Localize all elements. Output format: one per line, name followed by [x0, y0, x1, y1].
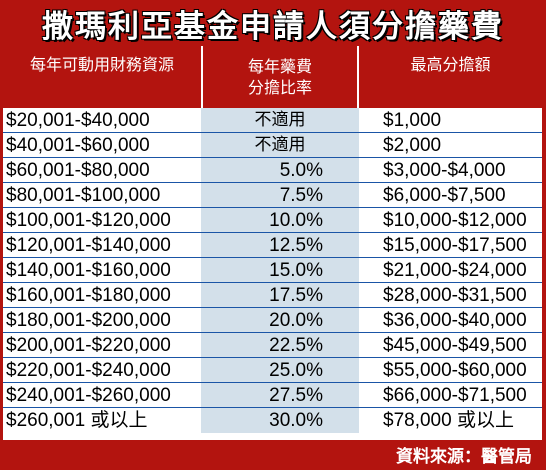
cell-max-contribution: $66,000-$71,500 [383, 385, 527, 406]
table-row: $20,001-$40,000 不適用 $1,000 [3, 108, 542, 133]
cell-max-contribution: $78,000 或以上 [383, 410, 514, 431]
cell-max-contribution: $21,000-$24,000 [383, 260, 527, 281]
table-row: $40,001-$60,000 不適用 $2,000 [3, 133, 542, 158]
cell-max-contribution: $55,000-$60,000 [383, 360, 527, 381]
cell-share-ratio: 30.0% [201, 408, 359, 433]
cell-financial-range: $100,001-$120,000 [6, 210, 171, 231]
table-row: $80,001-$100,000 7.5% $6,000-$7,500 [3, 183, 542, 208]
cell-max-contribution: $36,000-$40,000 [383, 310, 527, 331]
cell-financial-range: $180,001-$200,000 [6, 310, 171, 331]
cell-share-ratio: 15.0% [201, 258, 359, 282]
table-row: $240,001-$260,000 27.5% $66,000-$71,500 [3, 383, 542, 408]
cell-financial-range: $60,001-$80,000 [6, 160, 150, 181]
cell-share-ratio: 5.0% [201, 158, 359, 182]
header-financial-resources: 每年可動用財務資源 [29, 55, 174, 74]
cell-max-contribution: $2,000 [383, 135, 442, 156]
infographic-title: 撒瑪利亞基金申請人須分擔藥費 [42, 8, 504, 45]
cell-share-ratio: 22.5% [201, 333, 359, 357]
cell-financial-range: $160,001-$180,000 [6, 285, 171, 306]
header-share-ratio-line2: 分擔比率 [247, 78, 312, 97]
cell-max-contribution: $28,000-$31,500 [383, 285, 527, 306]
cell-max-contribution: $10,000-$12,000 [383, 210, 527, 231]
cell-financial-range: $220,001-$240,000 [6, 360, 171, 381]
cell-max-contribution: $15,000-$17,500 [383, 235, 527, 256]
table-row: $260,001 或以上 30.0% $78,000 或以上 [3, 408, 542, 433]
header-share-ratio-line1: 每年藥費 [247, 57, 312, 76]
cell-share-ratio: 25.0% [201, 358, 359, 382]
cell-share-ratio: 17.5% [201, 283, 359, 307]
source-note: 資料來源：醫管局 [396, 446, 532, 467]
cell-financial-range: $80,001-$100,000 [6, 185, 161, 206]
cell-max-contribution: $1,000 [383, 110, 442, 131]
table-row: $120,001-$140,000 12.5% $15,000-$17,500 [3, 233, 542, 258]
table-row: $200,001-$220,000 22.5% $45,000-$49,500 [3, 333, 542, 358]
table-row: $220,001-$240,000 25.0% $55,000-$60,000 [3, 358, 542, 383]
cell-financial-range: $40,001-$60,000 [6, 135, 150, 156]
cell-max-contribution: $6,000-$7,500 [383, 185, 506, 206]
cell-share-ratio: 10.0% [201, 208, 359, 232]
header-max-contribution: 最高分擔額 [410, 55, 491, 74]
cell-financial-range: $200,001-$220,000 [6, 335, 171, 356]
cell-share-ratio: 20.0% [201, 308, 359, 332]
cell-max-contribution: $3,000-$4,000 [383, 160, 506, 181]
table-row: $140,001-$160,000 15.0% $21,000-$24,000 [3, 258, 542, 283]
cell-share-ratio: 不適用 [201, 108, 359, 132]
table-row: $160,001-$180,000 17.5% $28,000-$31,500 [3, 283, 542, 308]
table-row: $180,001-$200,000 20.0% $36,000-$40,000 [3, 308, 542, 333]
cell-max-contribution: $45,000-$49,500 [383, 335, 527, 356]
cell-share-ratio: 12.5% [201, 233, 359, 257]
table-header: 每年可動用財務資源 每年藥費 分擔比率 最高分擔額 [3, 46, 542, 108]
cell-financial-range: $260,001 或以上 [6, 410, 148, 431]
cell-financial-range: $20,001-$40,000 [6, 110, 150, 131]
cell-financial-range: $140,001-$160,000 [6, 260, 171, 281]
table-body: $20,001-$40,000 不適用 $1,000 $40,001-$60,000 不… [3, 108, 542, 440]
cell-share-ratio: 27.5% [201, 383, 359, 407]
table-row: $60,001-$80,000 5.0% $3,000-$4,000 [3, 158, 542, 183]
cell-financial-range: $120,001-$140,000 [6, 235, 171, 256]
header-share-ratio: 每年藥費 分擔比率 [201, 46, 359, 108]
cell-financial-range: $240,001-$260,000 [6, 385, 171, 406]
cell-share-ratio: 不適用 [201, 133, 359, 157]
table-row: $100,001-$120,000 10.0% $10,000-$12,000 [3, 208, 542, 233]
cell-share-ratio: 7.5% [201, 183, 359, 207]
